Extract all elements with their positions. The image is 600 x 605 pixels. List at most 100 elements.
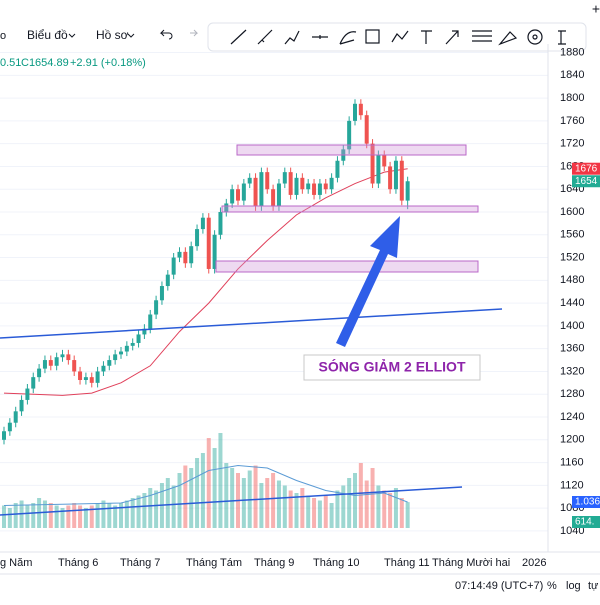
tool-text[interactable] <box>421 30 432 44</box>
volume-bar <box>347 478 352 528</box>
volume-bar <box>31 503 36 528</box>
y-tick-label: 1480 <box>560 274 584 286</box>
volume-bar <box>382 490 387 528</box>
annotation: SÓNG GIẢM 2 ELLIOT <box>318 358 465 375</box>
add-button[interactable]: + <box>592 1 600 17</box>
volume-bar <box>101 500 106 528</box>
candle-body <box>376 155 381 184</box>
volume-bar <box>294 493 299 528</box>
y-tick-label: 1560 <box>560 229 584 241</box>
volume-bar <box>341 485 346 528</box>
x-tick-label: Tháng Tám <box>186 557 242 569</box>
volume-bar <box>124 500 129 528</box>
tool-pattern2[interactable] <box>498 31 518 46</box>
candle-body <box>66 354 71 361</box>
candle-body <box>347 120 352 150</box>
y-tick-label: 1800 <box>560 92 584 104</box>
candle-body <box>399 160 404 201</box>
undo[interactable] <box>159 29 173 40</box>
candle-body <box>119 351 123 355</box>
candle-body <box>54 357 59 366</box>
volume-bar <box>48 503 53 528</box>
volume-bar <box>312 498 317 528</box>
menu[interactable]: Hồ sơ <box>96 28 129 42</box>
y-tick-label: 1120 <box>560 479 584 491</box>
tool-fib[interactable] <box>472 30 492 42</box>
candle-body <box>393 160 398 190</box>
annotation-box <box>303 354 481 381</box>
volume-bar <box>107 503 112 528</box>
candle-body <box>48 360 53 366</box>
candle-body <box>382 155 387 167</box>
candle-body <box>300 177 305 190</box>
menu[interactable]: o <box>0 30 6 42</box>
legend-prefix: 0.51 <box>0 57 21 69</box>
candle-body <box>282 172 287 184</box>
y-tick-label: 1280 <box>560 388 584 400</box>
volume-bar <box>177 473 182 528</box>
tool-rect[interactable] <box>365 29 380 44</box>
tool-circle-dot[interactable] <box>532 34 538 40</box>
volume-bar <box>218 433 223 528</box>
volume-bar <box>154 490 159 528</box>
tool-pattern[interactable] <box>391 30 409 43</box>
volume-bar <box>265 478 270 528</box>
volume-bar <box>405 502 410 528</box>
volume-bar <box>317 500 322 528</box>
x-tick-label: 2026 <box>522 557 546 569</box>
tool-path[interactable] <box>284 30 300 45</box>
volume-bar <box>300 488 305 528</box>
percent-button[interactable]: % <box>547 580 557 592</box>
volume-bar <box>230 468 235 528</box>
candle-body <box>218 212 223 235</box>
candle-body <box>370 143 375 184</box>
tool-measure[interactable] <box>558 30 566 45</box>
menu[interactable]: Biểu đồ <box>27 28 68 42</box>
tool-arrow[interactable] <box>445 30 459 45</box>
candle-body <box>136 334 141 343</box>
candle-body <box>7 422 12 432</box>
tool-circle[interactable] <box>527 29 543 45</box>
volume-bar <box>142 493 147 528</box>
candle-body <box>72 360 77 372</box>
candle-body <box>95 371 100 383</box>
x-tick-label: Tháng Mười hai <box>432 557 510 569</box>
zone <box>221 205 479 213</box>
candle-body <box>306 183 311 190</box>
candle-body <box>195 229 200 247</box>
trendline <box>0 308 503 339</box>
candle-body <box>165 274 170 287</box>
log-button[interactable]: log <box>566 580 581 592</box>
price-badge <box>572 496 600 508</box>
volume-bar <box>282 485 287 528</box>
y-tick-label: 1240 <box>560 411 584 423</box>
candle-body <box>276 183 281 207</box>
tool-brush[interactable] <box>339 31 357 45</box>
volume-bar <box>83 508 88 528</box>
volume-bar <box>206 438 211 528</box>
price-badge-label: 1676 <box>575 163 598 174</box>
volume-bar <box>66 505 71 528</box>
x-tick-label: Tháng 7 <box>120 557 160 569</box>
candle-body <box>177 251 182 258</box>
tool-ray[interactable] <box>257 29 273 45</box>
candle-body <box>353 103 357 121</box>
candle-body <box>312 183 317 195</box>
redo[interactable] <box>190 29 199 37</box>
candle-body <box>19 399 24 412</box>
y-tick-label: 1320 <box>560 365 584 377</box>
auto-button[interactable]: tự <box>588 580 599 592</box>
candle-body <box>78 371 83 380</box>
volume-bar <box>212 448 217 528</box>
candle-body <box>241 183 246 201</box>
legend-close: C1654.89 <box>21 57 69 69</box>
volume-bar <box>54 505 59 528</box>
y-tick-label: 1760 <box>560 115 584 127</box>
volume-bar <box>130 498 135 528</box>
candle-body <box>107 360 112 366</box>
tool-line[interactable] <box>230 29 247 45</box>
arrow <box>336 216 400 347</box>
y-tick-label: 1600 <box>560 206 584 218</box>
tool-hline[interactable] <box>312 35 328 39</box>
volume-bar <box>42 500 47 528</box>
